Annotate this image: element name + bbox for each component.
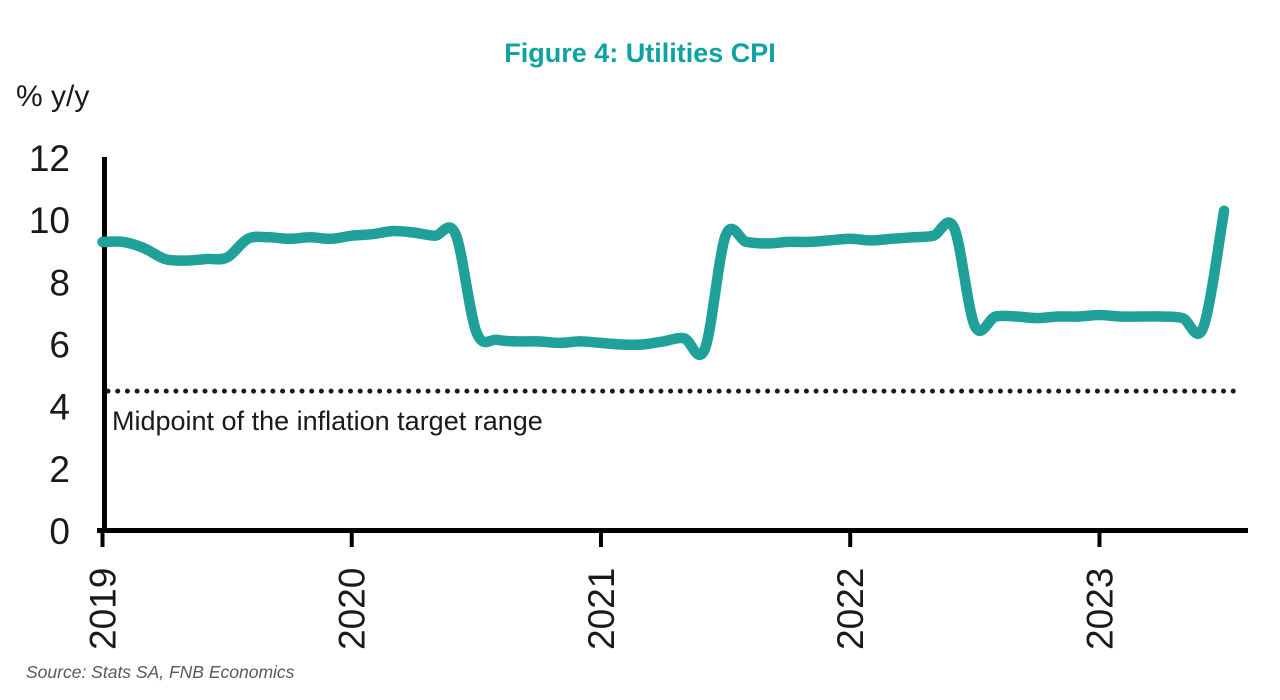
x-tick-label: 2022 bbox=[830, 568, 871, 650]
source-note: Source: Stats SA, FNB Economics bbox=[26, 662, 295, 682]
y-tick-label: 6 bbox=[49, 325, 70, 366]
y-tick-label: 4 bbox=[49, 387, 70, 428]
y-axis-unit-label: % y/y bbox=[16, 80, 90, 113]
midpoint-line-label: Midpoint of the inflation target range bbox=[112, 406, 543, 436]
x-tick-label: 2023 bbox=[1079, 568, 1120, 650]
y-tick-label: 0 bbox=[49, 511, 70, 552]
y-tick-label: 12 bbox=[29, 138, 70, 179]
y-tick-label: 10 bbox=[29, 200, 70, 241]
x-tick-label: 2021 bbox=[581, 568, 622, 650]
x-tick-label: 2020 bbox=[332, 568, 373, 650]
chart-title: Figure 4: Utilities CPI bbox=[504, 38, 776, 68]
cpi-line-series bbox=[97, 205, 1230, 361]
x-tick-label: 2019 bbox=[83, 568, 124, 650]
y-tick-label: 2 bbox=[49, 449, 70, 490]
y-tick-label: 8 bbox=[49, 262, 70, 303]
